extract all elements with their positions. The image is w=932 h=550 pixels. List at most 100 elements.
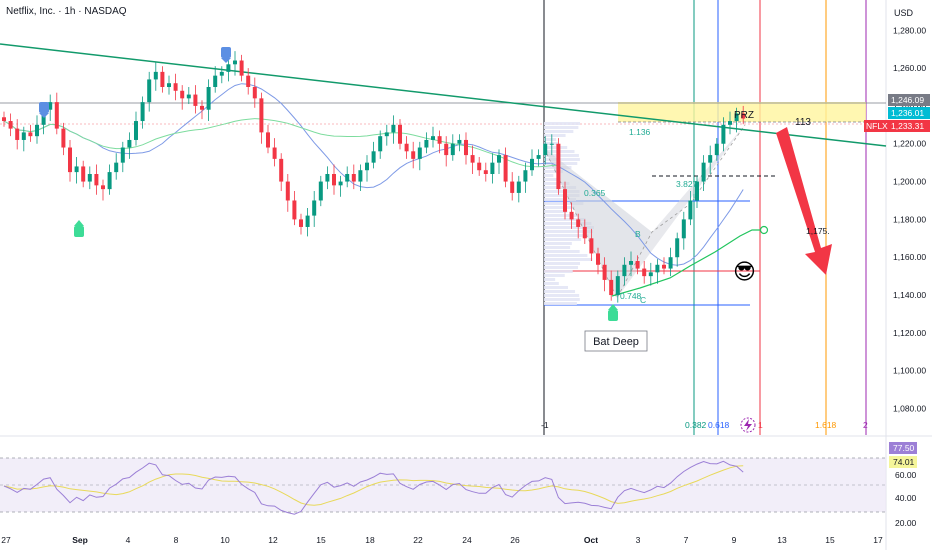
volume-profile-bar	[544, 286, 568, 289]
price-tick-label: 1,160.00	[893, 252, 926, 262]
candle-body	[642, 269, 646, 277]
volume-profile-bar	[544, 290, 575, 293]
candle-body	[9, 121, 13, 129]
candle-body	[2, 117, 6, 121]
pattern-label-box[interactable]: Bat Deep	[585, 331, 647, 351]
pivot-marker-low-1[interactable]	[74, 220, 84, 237]
point-b-label: B	[635, 229, 641, 239]
candle-body	[378, 136, 382, 151]
price-tick-label: 1,180.00	[893, 214, 926, 224]
pivot-low-flag-2	[608, 310, 618, 321]
prz-label: PRZ	[734, 110, 754, 121]
candle-body	[286, 182, 290, 201]
candle-body	[444, 144, 448, 155]
candle-body	[556, 144, 560, 189]
volume-profile-bar	[544, 246, 570, 249]
pivot-marker-high-1[interactable]	[39, 102, 49, 118]
candle-body	[319, 182, 323, 201]
descending-trendline[interactable]	[0, 44, 886, 146]
candle-body	[141, 102, 145, 121]
candle-body	[339, 182, 343, 186]
candle-body	[246, 76, 250, 87]
candle-body	[398, 125, 402, 144]
fib-0748-label: 0.748	[620, 291, 642, 301]
candle-body	[127, 140, 131, 148]
pivot-marker-high-2[interactable]	[221, 47, 231, 63]
time-tick-label: 24	[462, 535, 472, 545]
volume-profile-bar	[544, 134, 566, 137]
candle-body	[325, 174, 329, 182]
candle-body	[669, 257, 673, 268]
price-tick-label: 1,200.00	[893, 177, 926, 187]
candle-body	[649, 272, 653, 276]
candle-body	[523, 170, 527, 181]
volume-profile-bar	[544, 238, 581, 241]
price-axis[interactable]: 1,280.001,260.001,240.001,220.001,200.00…	[893, 25, 926, 413]
pivot-low-flag-1	[74, 226, 84, 237]
bearish-arrow-shape	[776, 127, 832, 275]
candle-body	[451, 144, 455, 155]
symbol-tag-label: NFLX	[866, 121, 888, 131]
candle-body	[213, 76, 217, 87]
candle-body	[517, 182, 521, 193]
time-tick-label: 8	[174, 535, 179, 545]
volume-profile-bar	[544, 138, 556, 141]
rsi-axis[interactable]: 77.5074.0160.0040.0020.00	[889, 442, 917, 528]
time-tick-label: 15	[825, 535, 835, 545]
time-tick-label: 7	[684, 535, 689, 545]
candle-body	[299, 219, 303, 227]
replay-icon[interactable]	[741, 418, 755, 432]
candle-body	[233, 61, 237, 65]
bearish-arrow[interactable]	[776, 127, 832, 275]
candle-body	[61, 129, 65, 148]
candle-body	[391, 125, 395, 133]
candle-body	[266, 132, 270, 147]
candle-body	[471, 155, 475, 163]
price-tag-label: 1,246.09	[891, 95, 924, 105]
pivot-marker-low-2[interactable]	[608, 304, 618, 321]
volume-profile-bar	[544, 302, 577, 305]
candle-body	[174, 83, 178, 91]
volume-profile-bar	[544, 274, 565, 277]
candle-body	[279, 159, 283, 182]
candle-body	[193, 95, 197, 106]
candle-body	[603, 265, 607, 280]
price-tick-label: 1,080.00	[893, 404, 926, 414]
time-tick-label: 4	[126, 535, 131, 545]
price-tick-label: 1,100.00	[893, 366, 926, 376]
price-tag-label: 1,236.01	[891, 108, 924, 118]
fib-0365-label: 0.365	[584, 188, 606, 198]
candle-body	[424, 140, 428, 148]
candle-body	[490, 163, 494, 174]
volume-profile-bar	[544, 254, 587, 257]
candle-body	[464, 140, 468, 155]
candle-body	[497, 155, 501, 163]
time-tick-label: 18	[365, 535, 375, 545]
volume-profile-bar	[544, 294, 579, 297]
target-marker[interactable]	[761, 227, 768, 234]
volume-profile-bar	[544, 250, 580, 253]
candle-body	[259, 98, 263, 132]
candle-body	[55, 102, 59, 128]
candle-body	[596, 253, 600, 264]
candle-body	[240, 61, 244, 76]
candle-body	[332, 174, 336, 185]
candle-body	[629, 261, 633, 265]
level-113-label: 113	[795, 117, 811, 128]
candle-body	[167, 83, 171, 87]
pivot-high-flag-2	[221, 47, 231, 58]
candle-body	[484, 170, 488, 174]
time-tick-label: Oct	[584, 535, 598, 545]
rsi-ma-label: 74.01	[893, 457, 915, 467]
candle-body	[220, 72, 224, 76]
price-tag-label: 1,233.31	[891, 121, 924, 131]
volume-profile-bar	[544, 126, 578, 129]
candle-body	[94, 174, 98, 185]
time-axis[interactable]: 27Sep4810121518222426Oct379131517	[1, 535, 883, 545]
fib-1136-label: 1.136	[629, 127, 651, 137]
price-pane[interactable]	[0, 0, 886, 435]
volume-profile-bar	[544, 234, 588, 237]
candle-body	[160, 72, 164, 87]
candle-body	[728, 121, 732, 125]
